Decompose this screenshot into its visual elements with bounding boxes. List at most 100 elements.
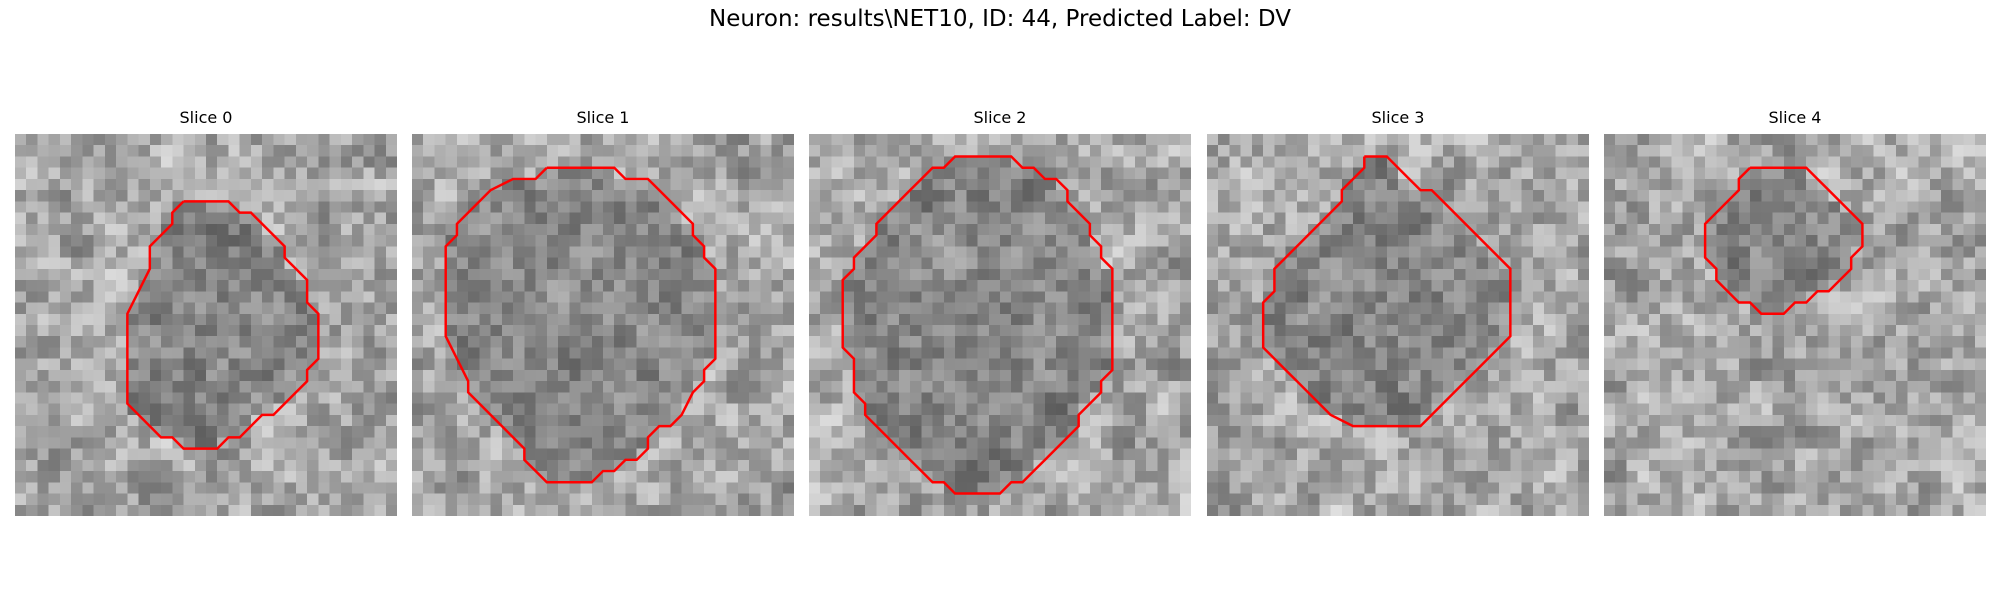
- image-pixel: [1353, 134, 1365, 146]
- image-pixel: [1179, 437, 1191, 449]
- image-pixel: [977, 381, 989, 393]
- image-pixel: [558, 178, 570, 191]
- image-pixel: [26, 325, 38, 337]
- image-pixel: [1442, 426, 1455, 438]
- image-pixel: [842, 493, 855, 505]
- image-pixel: [569, 134, 581, 146]
- image-pixel: [535, 392, 548, 404]
- image-pixel: [1577, 414, 1589, 427]
- image-pixel: [809, 212, 821, 225]
- image-pixel: [546, 459, 559, 472]
- image-pixel: [1022, 280, 1034, 292]
- image-pixel: [1157, 381, 1169, 393]
- image-pixel: [26, 280, 38, 292]
- image-pixel: [228, 471, 240, 483]
- image-pixel: [127, 178, 139, 191]
- image-pixel: [340, 414, 353, 427]
- image-pixel: [1056, 459, 1068, 472]
- image-pixel: [183, 235, 195, 247]
- image-pixel: [704, 280, 716, 292]
- image-pixel: [374, 437, 386, 449]
- image-pixel: [374, 358, 386, 371]
- image-pixel: [307, 426, 319, 438]
- image-pixel: [1207, 459, 1219, 472]
- image-pixel: [1274, 134, 1286, 146]
- image-pixel: [1146, 471, 1158, 483]
- image-pixel: [636, 201, 649, 213]
- image-pixel: [1123, 235, 1136, 247]
- image-pixel: [1263, 212, 1275, 225]
- image-pixel: [250, 358, 263, 371]
- image-pixel: [625, 403, 637, 416]
- image-pixel: [284, 246, 297, 258]
- image-pixel: [172, 482, 184, 494]
- image-pixel: [715, 426, 727, 438]
- image-pixel: [104, 369, 117, 382]
- image-pixel: [104, 178, 117, 191]
- image-pixel: [1637, 167, 1650, 180]
- slice-panel: Slice 0: [15, 108, 397, 520]
- image-pixel: [1011, 134, 1023, 146]
- image-pixel: [910, 246, 922, 258]
- image-pixel: [603, 448, 615, 461]
- image-pixel: [1123, 459, 1136, 472]
- image-pixel: [82, 313, 94, 326]
- image-pixel: [1319, 223, 1331, 236]
- image-pixel: [1386, 504, 1399, 516]
- image-pixel: [468, 167, 480, 180]
- image-pixel: [580, 223, 592, 236]
- image-pixel: [1454, 313, 1466, 326]
- image-pixel: [1044, 459, 1057, 472]
- image-pixel: [1577, 381, 1589, 393]
- image-pixel: [423, 145, 435, 157]
- image-pixel: [591, 459, 604, 472]
- image-pixel: [15, 223, 27, 236]
- image-pixel: [1044, 504, 1057, 516]
- image-pixel: [82, 504, 94, 516]
- image-pixel: [1168, 145, 1180, 157]
- image-pixel: [71, 448, 83, 461]
- image-pixel: [1476, 190, 1489, 202]
- image-pixel: [1179, 459, 1191, 472]
- image-pixel: [1364, 313, 1376, 326]
- image-pixel: [1056, 291, 1068, 303]
- image-pixel: [1510, 302, 1522, 314]
- image-pixel: [1078, 178, 1091, 191]
- image-pixel: [842, 291, 855, 303]
- image-pixel: [385, 302, 397, 314]
- image-pixel: [1000, 437, 1012, 449]
- image-pixel: [161, 167, 173, 180]
- image-pixel: [988, 482, 1001, 494]
- image-pixel: [1499, 291, 1511, 303]
- image-pixel: [340, 156, 353, 168]
- image-pixel: [1056, 448, 1068, 461]
- image-pixel: [831, 504, 843, 516]
- image-pixel: [172, 280, 184, 292]
- image-pixel: [771, 291, 783, 303]
- image-pixel: [1056, 426, 1068, 438]
- image-pixel: [479, 167, 491, 180]
- image-pixel: [1521, 381, 1534, 393]
- image-pixel: [865, 223, 877, 236]
- image-pixel: [490, 358, 503, 371]
- image-pixel: [340, 336, 353, 348]
- image-pixel: [535, 482, 548, 494]
- image-pixel: [704, 246, 716, 258]
- image-pixel: [1218, 145, 1230, 157]
- image-pixel: [93, 190, 106, 202]
- image-pixel: [715, 235, 727, 247]
- image-pixel: [1157, 403, 1169, 416]
- image-pixel: [1409, 426, 1421, 438]
- image-pixel: [1660, 201, 1672, 213]
- image-pixel: [876, 437, 888, 449]
- image-pixel: [1000, 471, 1012, 483]
- image-pixel: [1022, 302, 1034, 314]
- image-pixel: [1056, 190, 1068, 202]
- image-pixel: [1067, 145, 1079, 157]
- image-pixel: [1319, 167, 1331, 180]
- image-pixel: [1296, 437, 1309, 449]
- image-pixel: [1431, 302, 1444, 314]
- image-pixel: [1308, 482, 1320, 494]
- image-pixel: [37, 178, 49, 191]
- image-pixel: [138, 268, 151, 281]
